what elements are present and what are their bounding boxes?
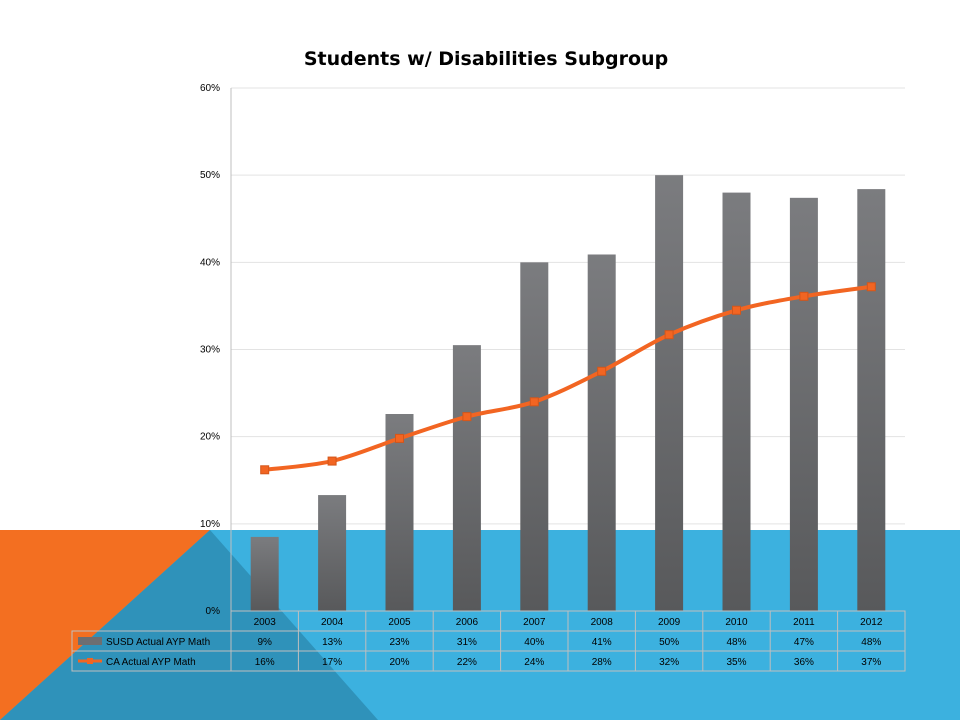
chart-title: Students w/ Disabilities Subgroup	[304, 48, 668, 70]
x-tick-label: 2010	[725, 617, 748, 628]
x-tick-label: 2003	[254, 617, 277, 628]
bar-susd-2012	[857, 189, 886, 611]
legend-label-ca: CA Actual AYP Math	[106, 657, 196, 668]
x-tick-label: 2007	[523, 617, 546, 628]
bar-susd-2003	[250, 536, 279, 611]
x-tick-label: 2005	[388, 617, 411, 628]
legend-label-susd: SUSD Actual AYP Math	[106, 637, 210, 648]
marker-ca-2009	[664, 330, 674, 340]
x-tick-label: 2004	[321, 617, 344, 628]
data-label-susd: 47%	[794, 637, 814, 648]
bar-susd-2004	[318, 495, 347, 611]
dark-triangle-overlap	[0, 530, 378, 720]
x-tick-label: 2011	[793, 617, 815, 628]
legend-key-susd	[78, 637, 102, 645]
marker-ca-2007	[529, 397, 539, 407]
marker-ca-2010	[732, 305, 741, 315]
data-label-susd: 13%	[322, 637, 342, 648]
y-tick-label: 40%	[200, 257, 220, 268]
y-tick-label: 30%	[200, 345, 220, 356]
data-label-susd: 48%	[861, 637, 881, 648]
data-label-susd: 48%	[726, 637, 746, 648]
data-label-susd: 31%	[457, 637, 477, 648]
x-tick-label: 2009	[658, 617, 681, 628]
data-label-ca: 32%	[659, 657, 679, 668]
legend-key-ca-marker	[87, 658, 93, 664]
y-tick-label: 50%	[200, 170, 220, 181]
marker-ca-2004	[327, 456, 337, 466]
y-tick-label: 20%	[200, 432, 220, 443]
y-tick-label: 10%	[200, 519, 220, 530]
data-label-susd: 41%	[592, 637, 612, 648]
data-label-susd: 9%	[257, 637, 272, 648]
marker-ca-2003	[260, 465, 270, 475]
data-label-ca: 37%	[861, 657, 881, 668]
x-tick-label: 2006	[456, 617, 479, 628]
data-label-susd: 40%	[524, 637, 544, 648]
bar-susd-2005	[385, 414, 414, 611]
marker-ca-2006	[462, 412, 472, 422]
y-tick-label: 60%	[200, 83, 220, 94]
x-tick-label: 2008	[591, 617, 614, 628]
data-label-susd: 23%	[389, 637, 409, 648]
data-label-ca: 20%	[389, 657, 409, 668]
bar-susd-2011	[789, 197, 818, 611]
data-label-ca: 24%	[524, 657, 544, 668]
data-label-susd: 50%	[659, 637, 679, 648]
data-label-ca: 35%	[726, 657, 746, 668]
marker-ca-2005	[395, 433, 404, 443]
data-label-ca: 22%	[457, 657, 477, 668]
x-tick-label: 2012	[860, 617, 883, 628]
bar-susd-2009	[655, 175, 684, 611]
data-label-ca: 17%	[322, 657, 342, 668]
data-label-ca: 36%	[794, 657, 814, 668]
data-label-ca: 16%	[255, 657, 275, 668]
marker-ca-2011	[799, 291, 809, 301]
marker-ca-2012	[866, 282, 876, 292]
bar-susd-2010	[722, 192, 751, 611]
bar-susd-2007	[520, 262, 549, 611]
marker-ca-2008	[597, 366, 607, 376]
line-ca-series	[264, 284, 872, 472]
y-tick-label: 0%	[206, 606, 221, 617]
data-label-ca: 28%	[592, 657, 612, 668]
bar-susd-2008	[587, 254, 616, 611]
bar-susd-2006	[452, 345, 481, 611]
